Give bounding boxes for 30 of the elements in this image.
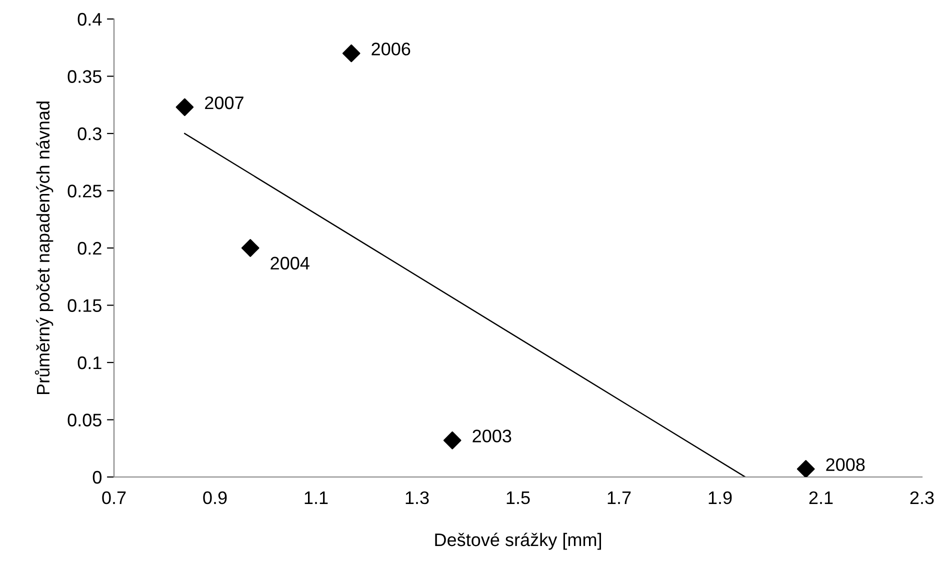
x-tick-label: 1.9 (708, 491, 732, 504)
x-tick-label: 0.9 (203, 491, 227, 504)
y-tick-label: 0.1 (78, 356, 102, 370)
x-tick-label: 0.7 (102, 491, 126, 504)
x-tick-label: 1.7 (608, 492, 631, 504)
point (443, 431, 462, 450)
y-axis-title: Průměrný počet napadených návnad (34, 102, 54, 394)
x-tick-label: 2.1 (809, 491, 833, 504)
x-tick-label: 1.5 (506, 492, 530, 504)
y-tick-label: 0 (92, 470, 102, 484)
y-tick-label: 0.25 (68, 184, 102, 198)
annotation: 2008 (826, 458, 865, 472)
x-tick-label: 1.1 (304, 492, 328, 504)
annotation: 2007 (205, 96, 244, 110)
y-tick-label: 0.05 (68, 414, 102, 426)
x-tick-label: 1.3 (406, 491, 429, 504)
x-tick-label: 2.3 (910, 491, 934, 504)
y-tick-label: 0.4 (78, 12, 102, 26)
annotation: 2003 (472, 430, 512, 442)
y-tick-label: 0.2 (78, 242, 102, 255)
annotation: 2006 (372, 42, 410, 56)
y-tick-label: 0.35 (68, 70, 102, 83)
y-tick-label: 0.3 (78, 127, 102, 140)
annotation: 2004 (270, 256, 310, 270)
point (342, 44, 360, 62)
point (176, 98, 194, 116)
y-tick-label: 0.15 (68, 299, 102, 312)
point (241, 239, 260, 257)
x-axis-title: Deštové srážky [mm] (435, 532, 601, 550)
point (796, 460, 815, 477)
